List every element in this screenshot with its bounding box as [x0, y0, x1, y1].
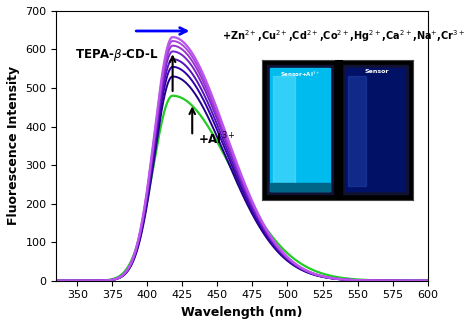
Text: +Zn$^{2+}$,Cu$^{2+}$,Cd$^{2+}$,Co$^{2+}$,Hg$^{2+}$,Ca$^{2+}$,Na$^{+}$,Cr$^{3+}$: +Zn$^{2+}$,Cu$^{2+}$,Cd$^{2+}$,Co$^{2+}$… [222, 28, 465, 44]
Text: TEPA-$\beta$-CD-L: TEPA-$\beta$-CD-L [74, 47, 158, 63]
Y-axis label: Fluorescence Intensity: Fluorescence Intensity [7, 66, 20, 225]
X-axis label: Wavelength (nm): Wavelength (nm) [181, 306, 303, 319]
Text: +Al$^{3+}$: +Al$^{3+}$ [198, 130, 236, 147]
